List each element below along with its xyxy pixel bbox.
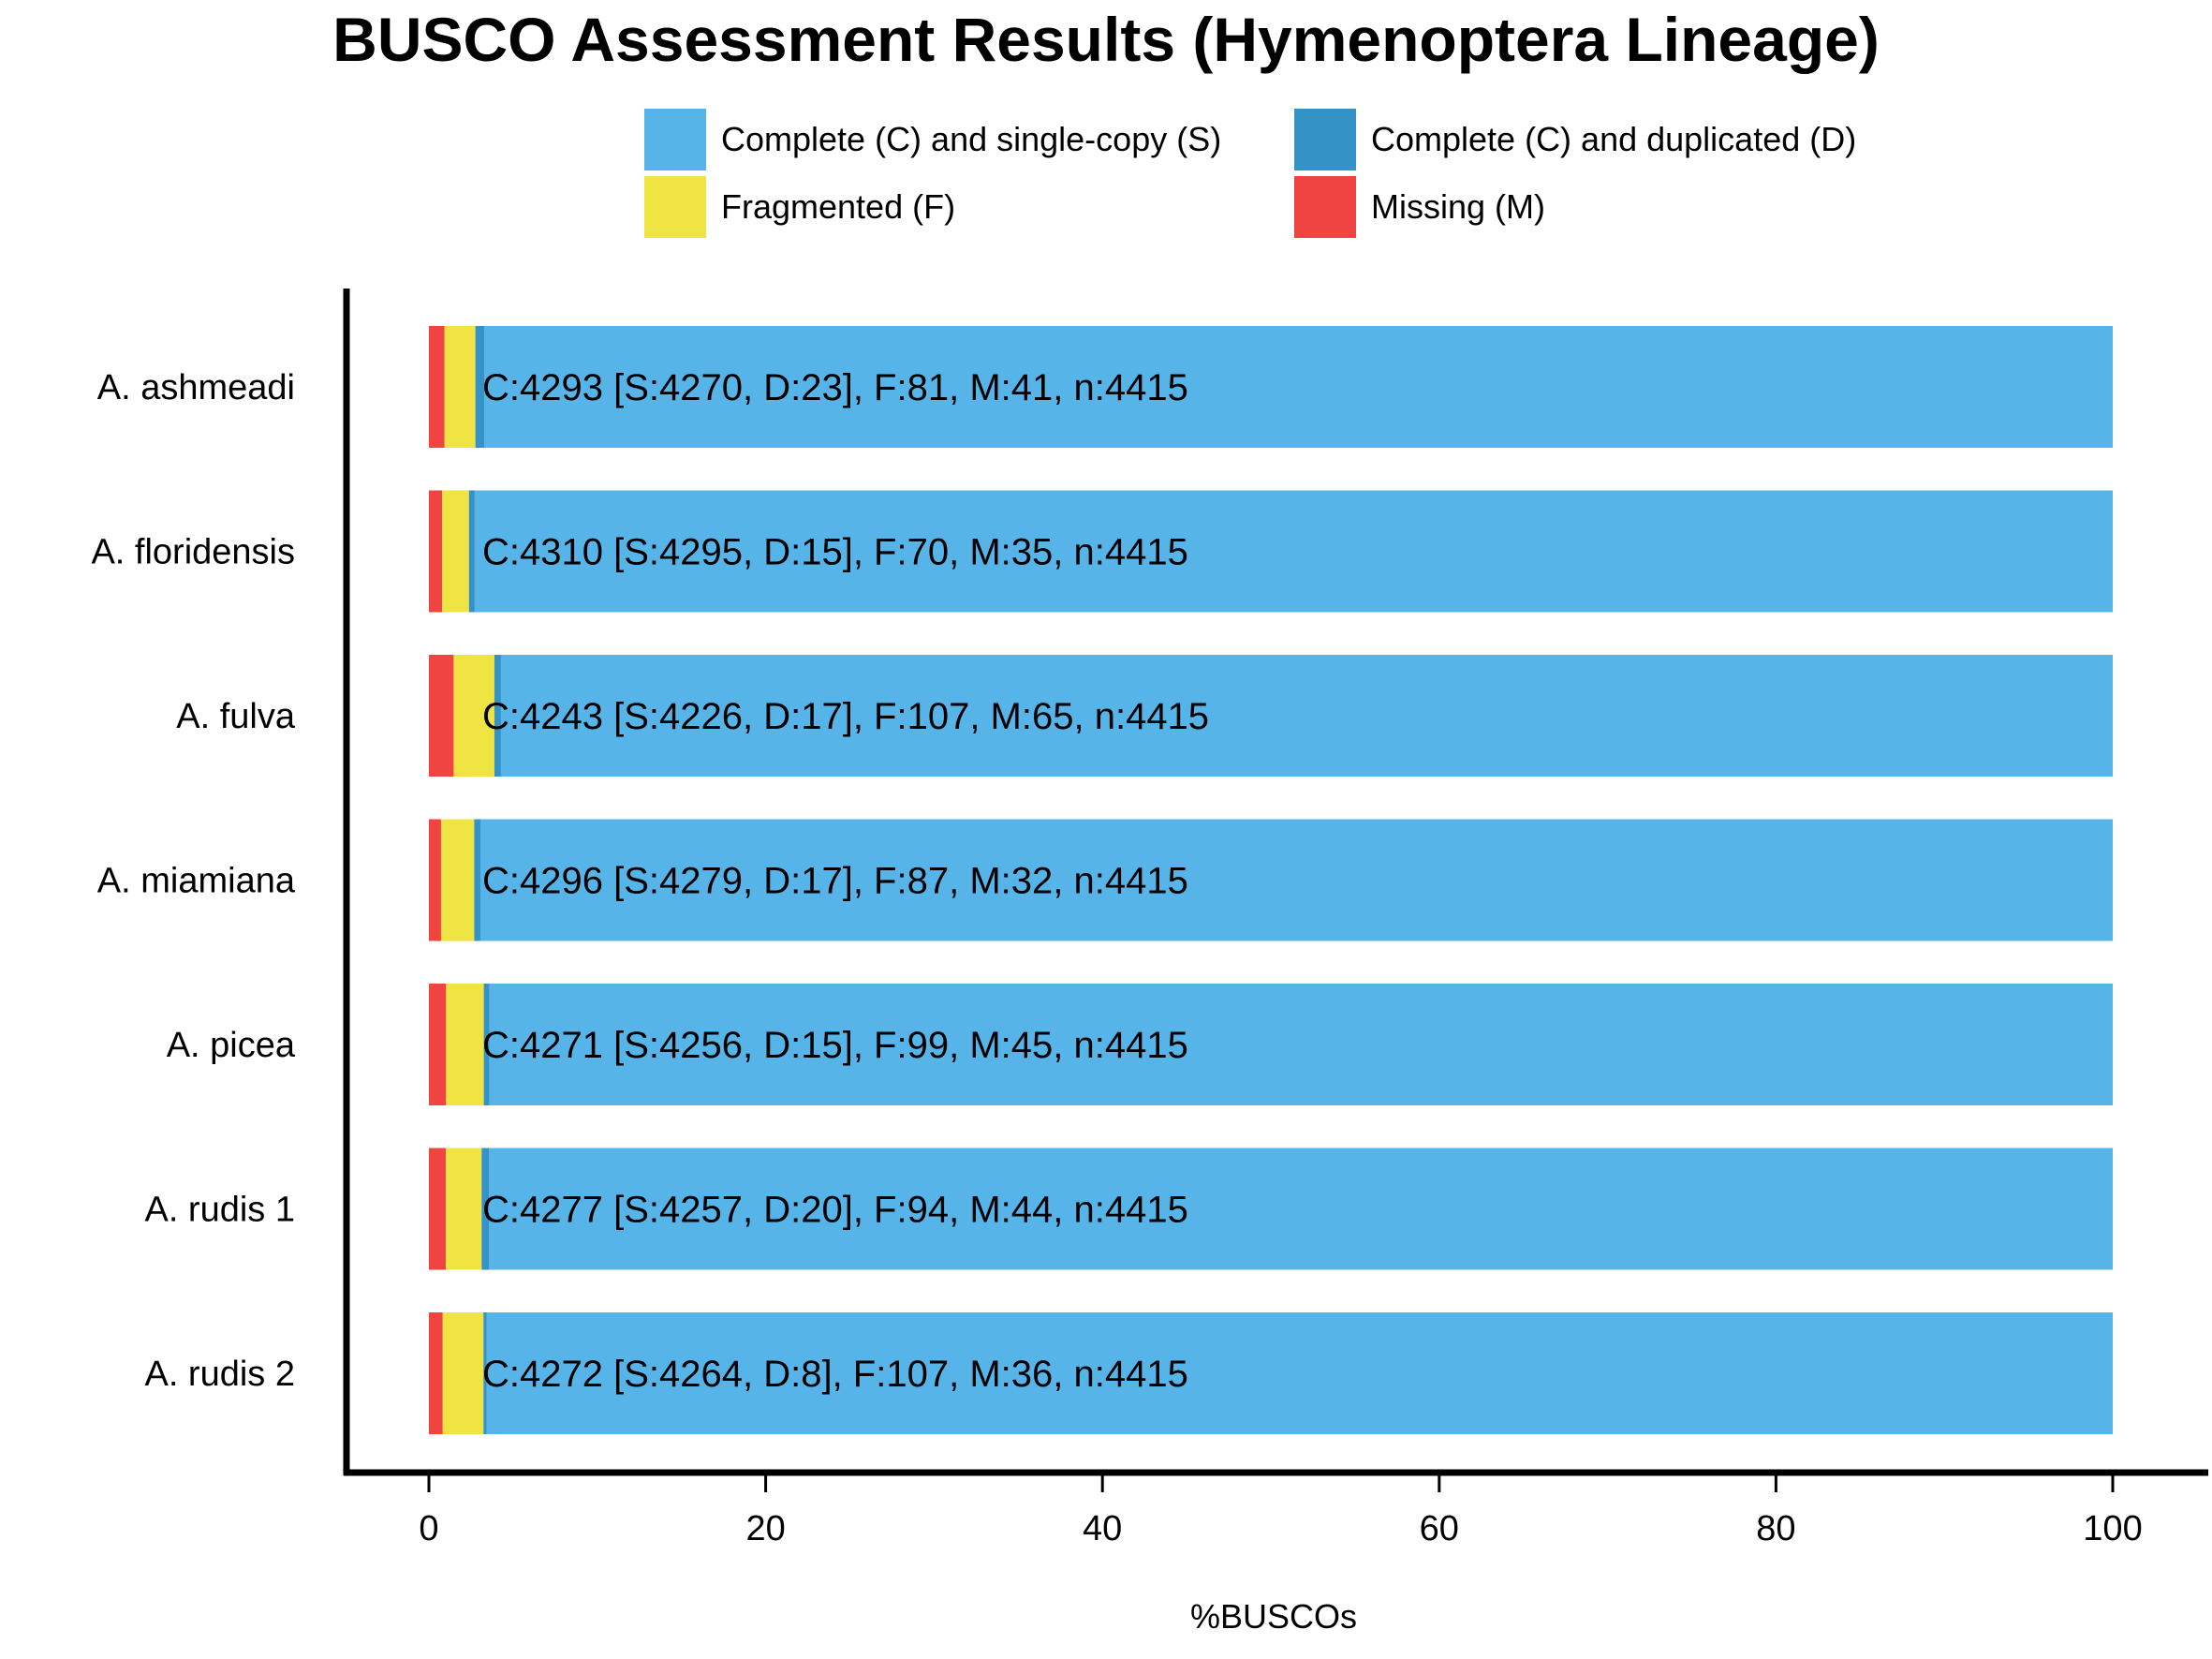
chart-title: BUSCO Assessment Results (Hymenoptera Li… xyxy=(332,5,1880,74)
y-tick-label-a-fulva: A. fulva xyxy=(176,697,296,736)
x-tick-label-60: 60 xyxy=(1420,1509,1459,1548)
x-axis-label: %BUSCOs xyxy=(1190,1597,1357,1636)
bar-segment-fragmented-f-a-picea xyxy=(446,984,484,1105)
x-tick-label-40: 40 xyxy=(1083,1509,1122,1548)
x-axis-ticks: 0 20 40 60 80 100 xyxy=(419,1475,2143,1548)
bar-segment-missing-m-a-rudis-2 xyxy=(429,1312,443,1434)
bar-data-label-a-rudis-1: C:4277 [S:4257, D:20], F:94, M:44, n:441… xyxy=(482,1190,1188,1231)
legend-item-missing: Missing (M) xyxy=(1294,176,1545,238)
bar-data-label-a-miamiana: C:4296 [S:4279, D:17], F:87, M:32, n:441… xyxy=(482,861,1188,902)
y-tick-label-a-rudis-2: A. rudis 2 xyxy=(144,1355,295,1394)
legend-swatch-duplicated xyxy=(1294,109,1356,170)
y-tick-label-a-floridensis: A. floridensis xyxy=(91,533,295,572)
y-tick-label-a-ashmeadi: A. ashmeadi xyxy=(97,368,295,407)
bar-segment-complete-c-and-duplicated-d-a-floridensis xyxy=(468,490,475,613)
legend-item-fragmented: Fragmented (F) xyxy=(644,176,955,238)
x-tick-label-20: 20 xyxy=(745,1509,785,1548)
x-tick-label-80: 80 xyxy=(1756,1509,1795,1548)
bar-segment-complete-c-and-duplicated-d-a-rudis-1 xyxy=(481,1148,490,1270)
bar-data-label-a-picea: C:4271 [S:4256, D:15], F:99, M:45, n:441… xyxy=(482,1025,1188,1066)
bar-data-label-a-floridensis: C:4310 [S:4295, D:15], F:70, M:35, n:441… xyxy=(482,532,1188,573)
bar-segment-fragmented-f-a-rudis-1 xyxy=(445,1148,482,1270)
legend-label-fragmented: Fragmented (F) xyxy=(721,187,956,226)
legend-swatch-fragmented xyxy=(644,176,706,238)
bar-segment-missing-m-a-fulva xyxy=(429,655,454,777)
bar-segment-complete-c-and-single-copy-s-a-fulva xyxy=(500,655,2114,777)
bar-segment-fragmented-f-a-ashmeadi xyxy=(444,326,476,448)
legend: Complete (C) and single-copy (S) Complet… xyxy=(644,109,1955,245)
bar-segment-complete-c-and-single-copy-s-a-rudis-2 xyxy=(486,1312,2113,1434)
y-axis-tick-labels: A. ashmeadi A. floridensis A. fulva A. miam… xyxy=(91,368,295,1394)
legend-item-single-copy: Complete (C) and single-copy (S) xyxy=(644,109,1221,170)
bar-segment-fragmented-f-a-fulva xyxy=(453,655,494,777)
bars-layer xyxy=(429,326,2114,1434)
legend-swatch-single-copy xyxy=(644,109,706,170)
bar-segment-complete-c-and-duplicated-d-a-ashmeadi xyxy=(475,326,484,448)
x-tick-label-0: 0 xyxy=(419,1509,438,1548)
legend-item-duplicated: Complete (C) and duplicated (D) xyxy=(1294,109,1856,170)
y-tick-label-a-rudis-1: A. rudis 1 xyxy=(144,1191,295,1230)
bar-segment-complete-c-and-duplicated-d-a-rudis-2 xyxy=(483,1312,487,1434)
bar-segment-complete-c-and-duplicated-d-a-picea xyxy=(483,984,490,1105)
bar-segment-complete-c-and-single-copy-s-a-miamiana xyxy=(480,819,2113,941)
bar-segment-complete-c-and-duplicated-d-a-miamiana xyxy=(474,819,481,941)
bar-segment-complete-c-and-duplicated-d-a-fulva xyxy=(494,655,501,777)
bar-segment-missing-m-a-ashmeadi xyxy=(429,326,445,448)
bar-data-label-a-fulva: C:4243 [S:4226, D:17], F:107, M:65, n:44… xyxy=(482,696,1209,737)
legend-label-duplicated: Complete (C) and duplicated (D) xyxy=(1371,120,1857,158)
bar-segment-complete-c-and-single-copy-s-a-ashmeadi xyxy=(483,326,2114,448)
y-tick-label-a-miamiana: A. miamiana xyxy=(97,862,296,901)
bar-segment-missing-m-a-miamiana xyxy=(429,819,441,941)
bar-data-label-a-rudis-2: C:4272 [S:4264, D:8], F:107, M:36, n:441… xyxy=(482,1354,1188,1395)
bar-segment-complete-c-and-single-copy-s-a-picea xyxy=(489,984,2113,1105)
legend-label-single-copy: Complete (C) and single-copy (S) xyxy=(721,120,1222,158)
bar-labels-layer: C:4293 [S:4270, D:23], F:81, M:41, n:441… xyxy=(482,367,1209,1395)
bar-segment-missing-m-a-picea xyxy=(429,984,447,1105)
y-tick-label-a-picea: A. picea xyxy=(167,1026,296,1065)
bar-segment-fragmented-f-a-miamiana xyxy=(440,819,475,941)
bar-segment-missing-m-a-floridensis xyxy=(429,490,443,613)
bar-segment-fragmented-f-a-rudis-2 xyxy=(442,1312,484,1434)
bar-segment-missing-m-a-rudis-1 xyxy=(429,1148,446,1270)
x-tick-label-100: 100 xyxy=(2083,1509,2142,1548)
bar-segment-complete-c-and-single-copy-s-a-rudis-1 xyxy=(489,1148,2113,1270)
bar-data-label-a-ashmeadi: C:4293 [S:4270, D:23], F:81, M:41, n:441… xyxy=(482,367,1188,408)
legend-swatch-missing xyxy=(1294,176,1356,238)
bar-segment-complete-c-and-single-copy-s-a-floridensis xyxy=(474,490,2113,613)
legend-label-missing: Missing (M) xyxy=(1371,187,1545,226)
bar-segment-fragmented-f-a-floridensis xyxy=(442,490,469,613)
